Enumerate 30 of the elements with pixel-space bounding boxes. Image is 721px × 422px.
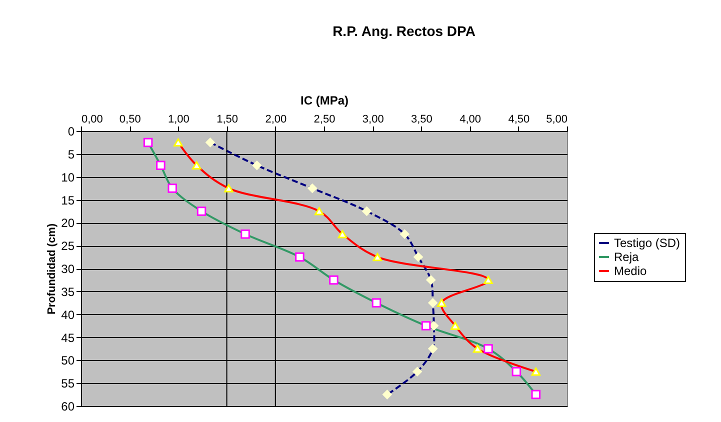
chart-title: R.P. Ang. Rectos DPA bbox=[332, 23, 476, 39]
x-tick-label: 1,00 bbox=[168, 114, 190, 126]
y-tick-label: 55 bbox=[61, 376, 75, 391]
x-tick-label: 0,00 bbox=[82, 114, 103, 126]
y-tick-label: 30 bbox=[61, 262, 75, 276]
y-tick-label: 45 bbox=[61, 330, 75, 345]
legend-label: Reja bbox=[614, 250, 640, 264]
y-tick-label: 35 bbox=[61, 284, 75, 299]
y-tick-label: 5 bbox=[68, 147, 75, 162]
y-tick-label: 0 bbox=[68, 124, 75, 138]
x-axis-title: IC (MPa) bbox=[300, 94, 349, 108]
y-tick-label: 25 bbox=[61, 239, 75, 254]
x-tick-label: 0,50 bbox=[119, 114, 141, 126]
y-tick-label: 20 bbox=[61, 216, 75, 230]
legend-label: Testigo (SD) bbox=[614, 236, 680, 250]
x-tick-label: 4,00 bbox=[460, 114, 482, 126]
x-tick-label: 1,50 bbox=[216, 114, 238, 126]
x-tick-label: 2,00 bbox=[265, 114, 287, 126]
y-axis-title: Profundidad (cm) bbox=[46, 223, 58, 315]
y-tick-label: 60 bbox=[61, 400, 75, 414]
x-tick-label: 4,50 bbox=[508, 114, 530, 126]
x-tick-label: 2,50 bbox=[314, 114, 336, 126]
y-tick-label: 10 bbox=[61, 170, 75, 184]
y-tick-label: 40 bbox=[61, 308, 75, 322]
x-tick-label: 3,50 bbox=[410, 114, 432, 126]
legend-label: Medio bbox=[614, 264, 648, 278]
y-tick-label: 50 bbox=[61, 354, 75, 368]
x-tick-label: 3,00 bbox=[362, 114, 384, 126]
x-tick-label: 5,00 bbox=[546, 114, 568, 126]
y-tick-label: 15 bbox=[61, 193, 75, 208]
